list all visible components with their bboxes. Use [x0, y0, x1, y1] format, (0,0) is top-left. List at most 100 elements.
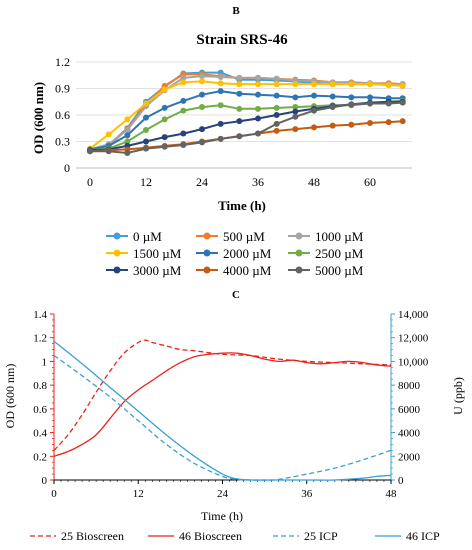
panel-b-legend-item: 3000 µM — [106, 263, 182, 278]
panel-b-data-point — [161, 104, 168, 111]
panel-c-x-tick-label: 0 — [51, 488, 57, 500]
panel-c-legend-item: 25 Bioscreen — [30, 529, 124, 543]
panel-b-legend-item: 0 µM — [106, 229, 162, 244]
panel-c-right-tick-label: 2000 — [398, 451, 421, 463]
panel-b-data-point — [217, 135, 224, 142]
panel-c-x-tick-label: 24 — [217, 488, 229, 500]
panel-c-left-tick-label: 1.2 — [33, 333, 47, 345]
panel-b: B Strain SRS-46 0 0.3 0.6 0.9 1.2 0 12 24 36 48 60… — [31, 5, 412, 278]
panel-b-data-point — [105, 131, 112, 138]
panel-b-x-tick-label: 12 — [140, 175, 152, 189]
panel-b-data-point — [143, 145, 149, 152]
panel-b-legend-label: 2500 µM — [315, 246, 364, 261]
panel-b-data-point — [143, 138, 149, 145]
panel-b-x-tick-label: 0 — [87, 175, 93, 189]
panel-b-data-point — [124, 132, 131, 139]
panel-b-data-point — [273, 75, 280, 82]
panel-c-legend-label: 46 Bioscreen — [179, 529, 242, 543]
panel-b-data-point — [105, 148, 112, 155]
panel-b-data-point — [311, 92, 317, 99]
panel-b-data-point — [311, 81, 317, 88]
panel-c-left-tick-label: 0.2 — [33, 451, 47, 463]
panel-c-left-tick-label: 0.4 — [33, 428, 47, 440]
panel-c-right-tick-label: 10,000 — [398, 356, 429, 368]
panel-b-data-point — [311, 107, 317, 114]
panel-c-legend-item: 25 ICP — [273, 529, 338, 543]
panel-b-y-tick-label: 1.2 — [55, 55, 70, 69]
panel-b-data-point — [87, 148, 93, 155]
panel-c-series-line — [53, 352, 392, 457]
panel-b-legend-label: 500 µM — [223, 229, 265, 244]
panel-b-data-point — [236, 81, 243, 88]
panel-b-series — [87, 98, 406, 154]
panel-b-data-point — [329, 122, 336, 129]
panel-c-plot-area — [53, 339, 392, 481]
panel-c-left-tick-label: 1 — [42, 356, 48, 368]
panel-b-data-point — [273, 104, 280, 111]
panel-c-label: C — [232, 289, 240, 301]
panel-c-left-axis-label: OD (600 nm) — [3, 364, 17, 429]
panel-b-data-point — [180, 74, 187, 81]
panel-c-x-tick-label: 36 — [301, 488, 313, 500]
panel-b-legend-swatch-marker — [295, 266, 303, 274]
panel-b-data-point — [292, 126, 299, 133]
panel-b-data-point — [161, 134, 168, 141]
panel-b-data-point — [367, 119, 373, 126]
panel-b-data-point — [217, 120, 224, 127]
panel-b-legend: 0 µM 500 µM 1000 µM 1500 µM 2000 µM 2500 µM 30… — [106, 229, 364, 278]
panel-b-data-point — [161, 86, 168, 93]
panel-b-data-point — [124, 116, 131, 123]
panel-b-data-point — [217, 88, 224, 95]
panel-b-legend-label: 5000 µM — [315, 263, 364, 278]
panel-c-right-tick-label: 8000 — [398, 380, 421, 392]
panel-c-left-tick-label: 0.8 — [33, 380, 47, 392]
panel-b-series-line — [89, 75, 403, 151]
panel-b-series — [87, 78, 406, 152]
panel-b-data-point — [311, 124, 317, 131]
panel-b-legend-item: 1000 µM — [288, 229, 364, 244]
panel-b-legend-label: 4000 µM — [223, 263, 272, 278]
panel-b-data-point — [348, 81, 355, 88]
panel-b-legend-label: 1500 µM — [133, 246, 182, 261]
panel-b-data-point — [217, 102, 224, 109]
panel-c-legend-item: 46 ICP — [375, 529, 440, 543]
panel-b-legend-item: 2500 µM — [288, 246, 364, 261]
panel-b-series — [87, 99, 406, 156]
panel-c-right-tick-label: 14,000 — [398, 309, 429, 321]
panel-b-data-point — [385, 100, 392, 107]
panel-b-legend-swatch-marker — [295, 232, 303, 240]
panel-b-legend-label: 3000 µM — [133, 263, 182, 278]
panel-c-legend-label: 25 Bioscreen — [61, 529, 124, 543]
panel-c-legend-label: 25 ICP — [304, 529, 338, 543]
panel-b-data-point — [199, 91, 205, 98]
panel-b-legend-item: 500 µM — [196, 229, 265, 244]
panel-b-data-point — [385, 119, 392, 126]
panel-b-data-point — [124, 149, 131, 156]
panel-c-right-tick-label: 6000 — [398, 404, 421, 416]
panel-b-plot-area — [87, 69, 406, 156]
panel-b-legend-item: 4000 µM — [196, 263, 272, 278]
panel-b-data-point — [273, 112, 280, 118]
panel-b-data-point — [348, 121, 355, 128]
panel-b-legend-item: 5000 µM — [288, 263, 364, 278]
panel-b-legend-label: 2000 µM — [223, 246, 272, 261]
panel-b-data-point — [236, 118, 243, 125]
panel-b-y-tick-label: 0 — [64, 161, 70, 175]
panel-b-data-point — [292, 94, 299, 101]
panel-b-data-point — [255, 105, 261, 112]
panel-b-data-point — [399, 118, 406, 125]
panel-b-data-point — [255, 81, 261, 88]
panel-b-data-point — [124, 138, 131, 145]
panel-c-series-line — [53, 354, 392, 481]
panel-b-data-point — [199, 104, 205, 111]
panel-b-data-point — [217, 74, 224, 81]
panel-c-x-axis-label: Time (h) — [201, 509, 243, 523]
panel-b-data-point — [348, 94, 355, 101]
panel-b-data-point — [292, 113, 299, 120]
panel-b-data-point — [180, 142, 187, 149]
panel-b-y-tick-label: 0.9 — [55, 82, 70, 96]
panel-b-legend-swatch-marker — [295, 249, 303, 257]
panel-b-data-point — [236, 133, 243, 140]
panel-b-data-point — [180, 107, 187, 114]
panel-b-legend-swatch-marker — [203, 249, 211, 257]
